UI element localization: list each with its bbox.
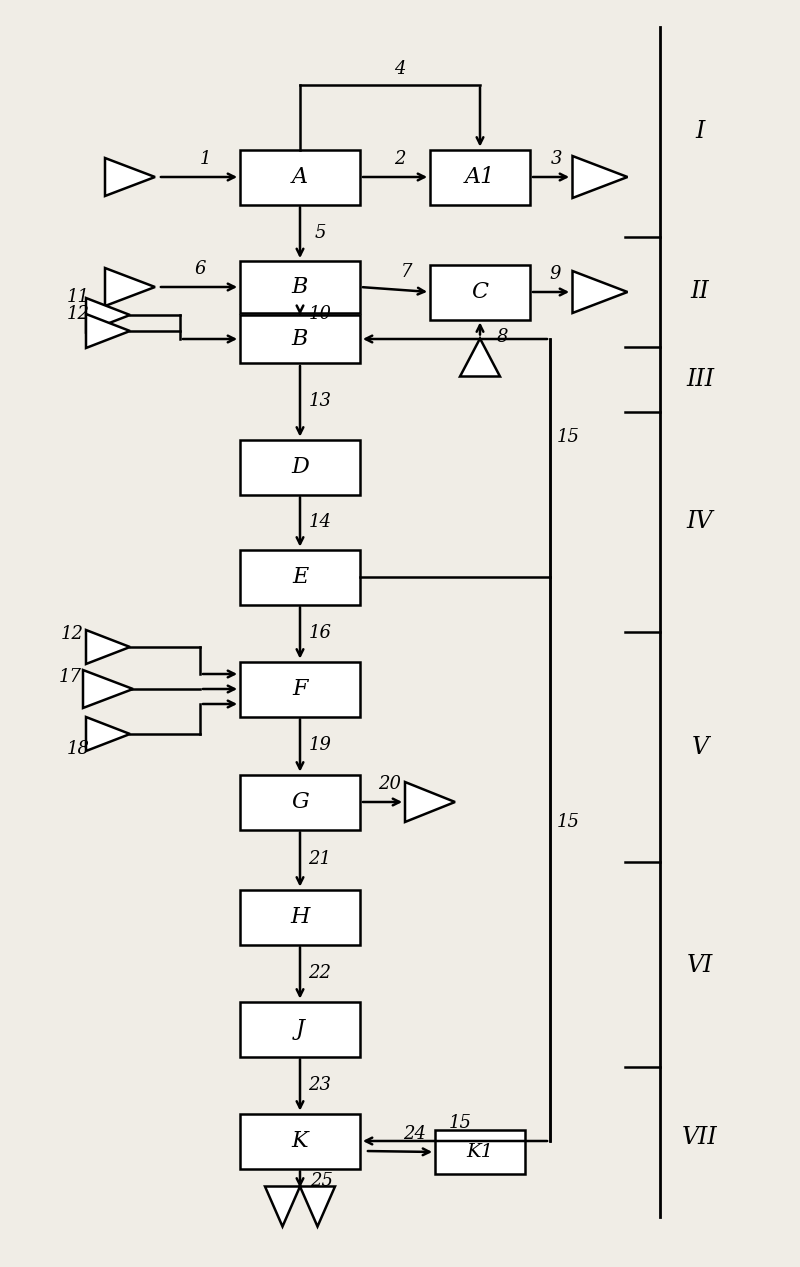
Polygon shape (573, 156, 627, 198)
Text: A: A (292, 166, 308, 188)
Bar (240, 1114, 360, 1168)
Text: 4: 4 (394, 61, 406, 79)
Text: IV: IV (687, 511, 713, 533)
Text: 5: 5 (314, 224, 326, 242)
Text: 25: 25 (310, 1172, 334, 1190)
Text: 11: 11 (66, 288, 90, 307)
Polygon shape (265, 1186, 300, 1226)
Bar (240, 889, 360, 944)
Text: 3: 3 (551, 150, 562, 169)
Polygon shape (105, 158, 155, 196)
Polygon shape (83, 670, 133, 708)
Text: K: K (292, 1130, 308, 1152)
Text: 19: 19 (309, 736, 331, 755)
Text: 18: 18 (66, 740, 90, 758)
Text: 24: 24 (403, 1125, 426, 1143)
Text: I: I (695, 120, 705, 143)
Bar (240, 315, 360, 364)
Text: H: H (290, 906, 310, 927)
Text: 13: 13 (309, 393, 331, 411)
Bar (240, 1001, 360, 1057)
Text: 12: 12 (61, 625, 83, 642)
Text: J: J (295, 1017, 305, 1040)
Text: D: D (291, 456, 309, 478)
Text: 10: 10 (309, 305, 331, 323)
Text: 23: 23 (309, 1076, 331, 1093)
Polygon shape (86, 717, 130, 751)
Text: 7: 7 (402, 264, 413, 281)
Polygon shape (86, 314, 130, 348)
Text: 15: 15 (449, 1114, 471, 1131)
Bar (430, 265, 530, 319)
Text: 9: 9 (550, 265, 561, 283)
Bar (240, 550, 360, 604)
Bar (430, 150, 530, 204)
Text: 15: 15 (557, 428, 579, 446)
Text: 12: 12 (66, 305, 90, 323)
Text: 21: 21 (309, 850, 331, 868)
Polygon shape (405, 782, 455, 822)
Text: B: B (292, 276, 308, 298)
Bar (240, 261, 360, 313)
Polygon shape (300, 1186, 335, 1226)
Polygon shape (460, 338, 500, 376)
Text: 15: 15 (557, 813, 579, 831)
Text: 17: 17 (58, 668, 82, 685)
Text: 2: 2 (394, 150, 406, 169)
Text: A1: A1 (465, 166, 495, 188)
Text: VI: VI (687, 954, 713, 977)
Text: 8: 8 (496, 328, 508, 346)
Text: 16: 16 (309, 625, 331, 642)
Text: II: II (690, 280, 710, 304)
Text: III: III (686, 369, 714, 392)
Bar (240, 661, 360, 717)
Text: G: G (291, 791, 309, 813)
Bar (240, 150, 360, 204)
Bar (240, 774, 360, 830)
Polygon shape (105, 269, 155, 307)
Text: E: E (292, 566, 308, 588)
Text: F: F (292, 678, 308, 699)
Text: B: B (292, 328, 308, 350)
Bar (240, 440, 360, 494)
Bar (435, 1130, 525, 1175)
Text: K1: K1 (466, 1143, 494, 1161)
Polygon shape (573, 271, 627, 313)
Polygon shape (86, 630, 130, 664)
Text: 14: 14 (309, 513, 331, 531)
Text: 6: 6 (194, 260, 206, 277)
Text: 20: 20 (378, 775, 402, 793)
Text: 22: 22 (309, 964, 331, 982)
Polygon shape (86, 298, 130, 332)
Text: V: V (691, 736, 709, 759)
Text: VII: VII (682, 1125, 718, 1148)
Text: 1: 1 (199, 150, 210, 169)
Text: C: C (471, 281, 489, 303)
